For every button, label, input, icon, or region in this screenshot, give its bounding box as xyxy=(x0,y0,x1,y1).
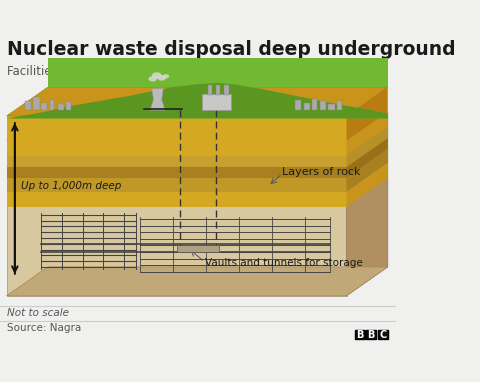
Bar xyxy=(225,84,228,95)
Text: C: C xyxy=(379,330,386,340)
Bar xyxy=(336,101,342,110)
Text: Facilities aim to offer long-term protection: Facilities aim to offer long-term protec… xyxy=(7,65,256,78)
Text: Up to 1,000m deep: Up to 1,000m deep xyxy=(22,181,122,191)
FancyBboxPatch shape xyxy=(355,330,365,339)
Polygon shape xyxy=(7,87,388,116)
Bar xyxy=(202,94,231,110)
Bar xyxy=(25,102,31,110)
Text: Not to scale: Not to scale xyxy=(7,308,69,318)
Bar xyxy=(58,104,64,110)
Polygon shape xyxy=(48,58,388,87)
Bar xyxy=(216,84,220,95)
Ellipse shape xyxy=(163,74,169,78)
Bar xyxy=(320,102,326,110)
Bar xyxy=(304,103,310,110)
Bar xyxy=(328,104,335,110)
FancyBboxPatch shape xyxy=(378,330,388,339)
Polygon shape xyxy=(7,84,388,118)
Bar xyxy=(178,246,218,252)
Bar xyxy=(49,100,54,110)
FancyBboxPatch shape xyxy=(366,330,376,339)
Text: Nuclear waste disposal deep underground: Nuclear waste disposal deep underground xyxy=(7,40,455,59)
Polygon shape xyxy=(7,178,347,192)
Polygon shape xyxy=(7,267,388,296)
Polygon shape xyxy=(347,112,388,155)
Polygon shape xyxy=(347,112,388,296)
Ellipse shape xyxy=(157,75,166,81)
Text: Layers of rock: Layers of rock xyxy=(282,167,360,177)
Polygon shape xyxy=(7,167,347,178)
Polygon shape xyxy=(347,149,388,192)
Polygon shape xyxy=(150,89,165,110)
Polygon shape xyxy=(347,163,388,207)
Text: B: B xyxy=(368,330,375,340)
Bar xyxy=(208,84,212,95)
Polygon shape xyxy=(7,141,347,155)
Bar xyxy=(41,103,47,110)
Text: B: B xyxy=(356,330,363,340)
Polygon shape xyxy=(7,141,347,296)
Bar xyxy=(295,100,301,110)
Polygon shape xyxy=(7,112,388,141)
Text: Vaults and tunnels for storage: Vaults and tunnels for storage xyxy=(204,258,362,268)
Polygon shape xyxy=(7,112,388,141)
Text: Source: Nagra: Source: Nagra xyxy=(7,323,81,333)
Bar xyxy=(312,99,317,110)
Bar xyxy=(33,97,40,110)
Polygon shape xyxy=(7,116,347,141)
Polygon shape xyxy=(347,87,388,141)
Polygon shape xyxy=(347,138,388,178)
Ellipse shape xyxy=(148,76,157,81)
Bar xyxy=(66,102,71,110)
Polygon shape xyxy=(7,83,388,118)
Ellipse shape xyxy=(152,72,162,79)
Polygon shape xyxy=(7,155,347,167)
Polygon shape xyxy=(7,192,347,207)
Polygon shape xyxy=(347,127,388,167)
